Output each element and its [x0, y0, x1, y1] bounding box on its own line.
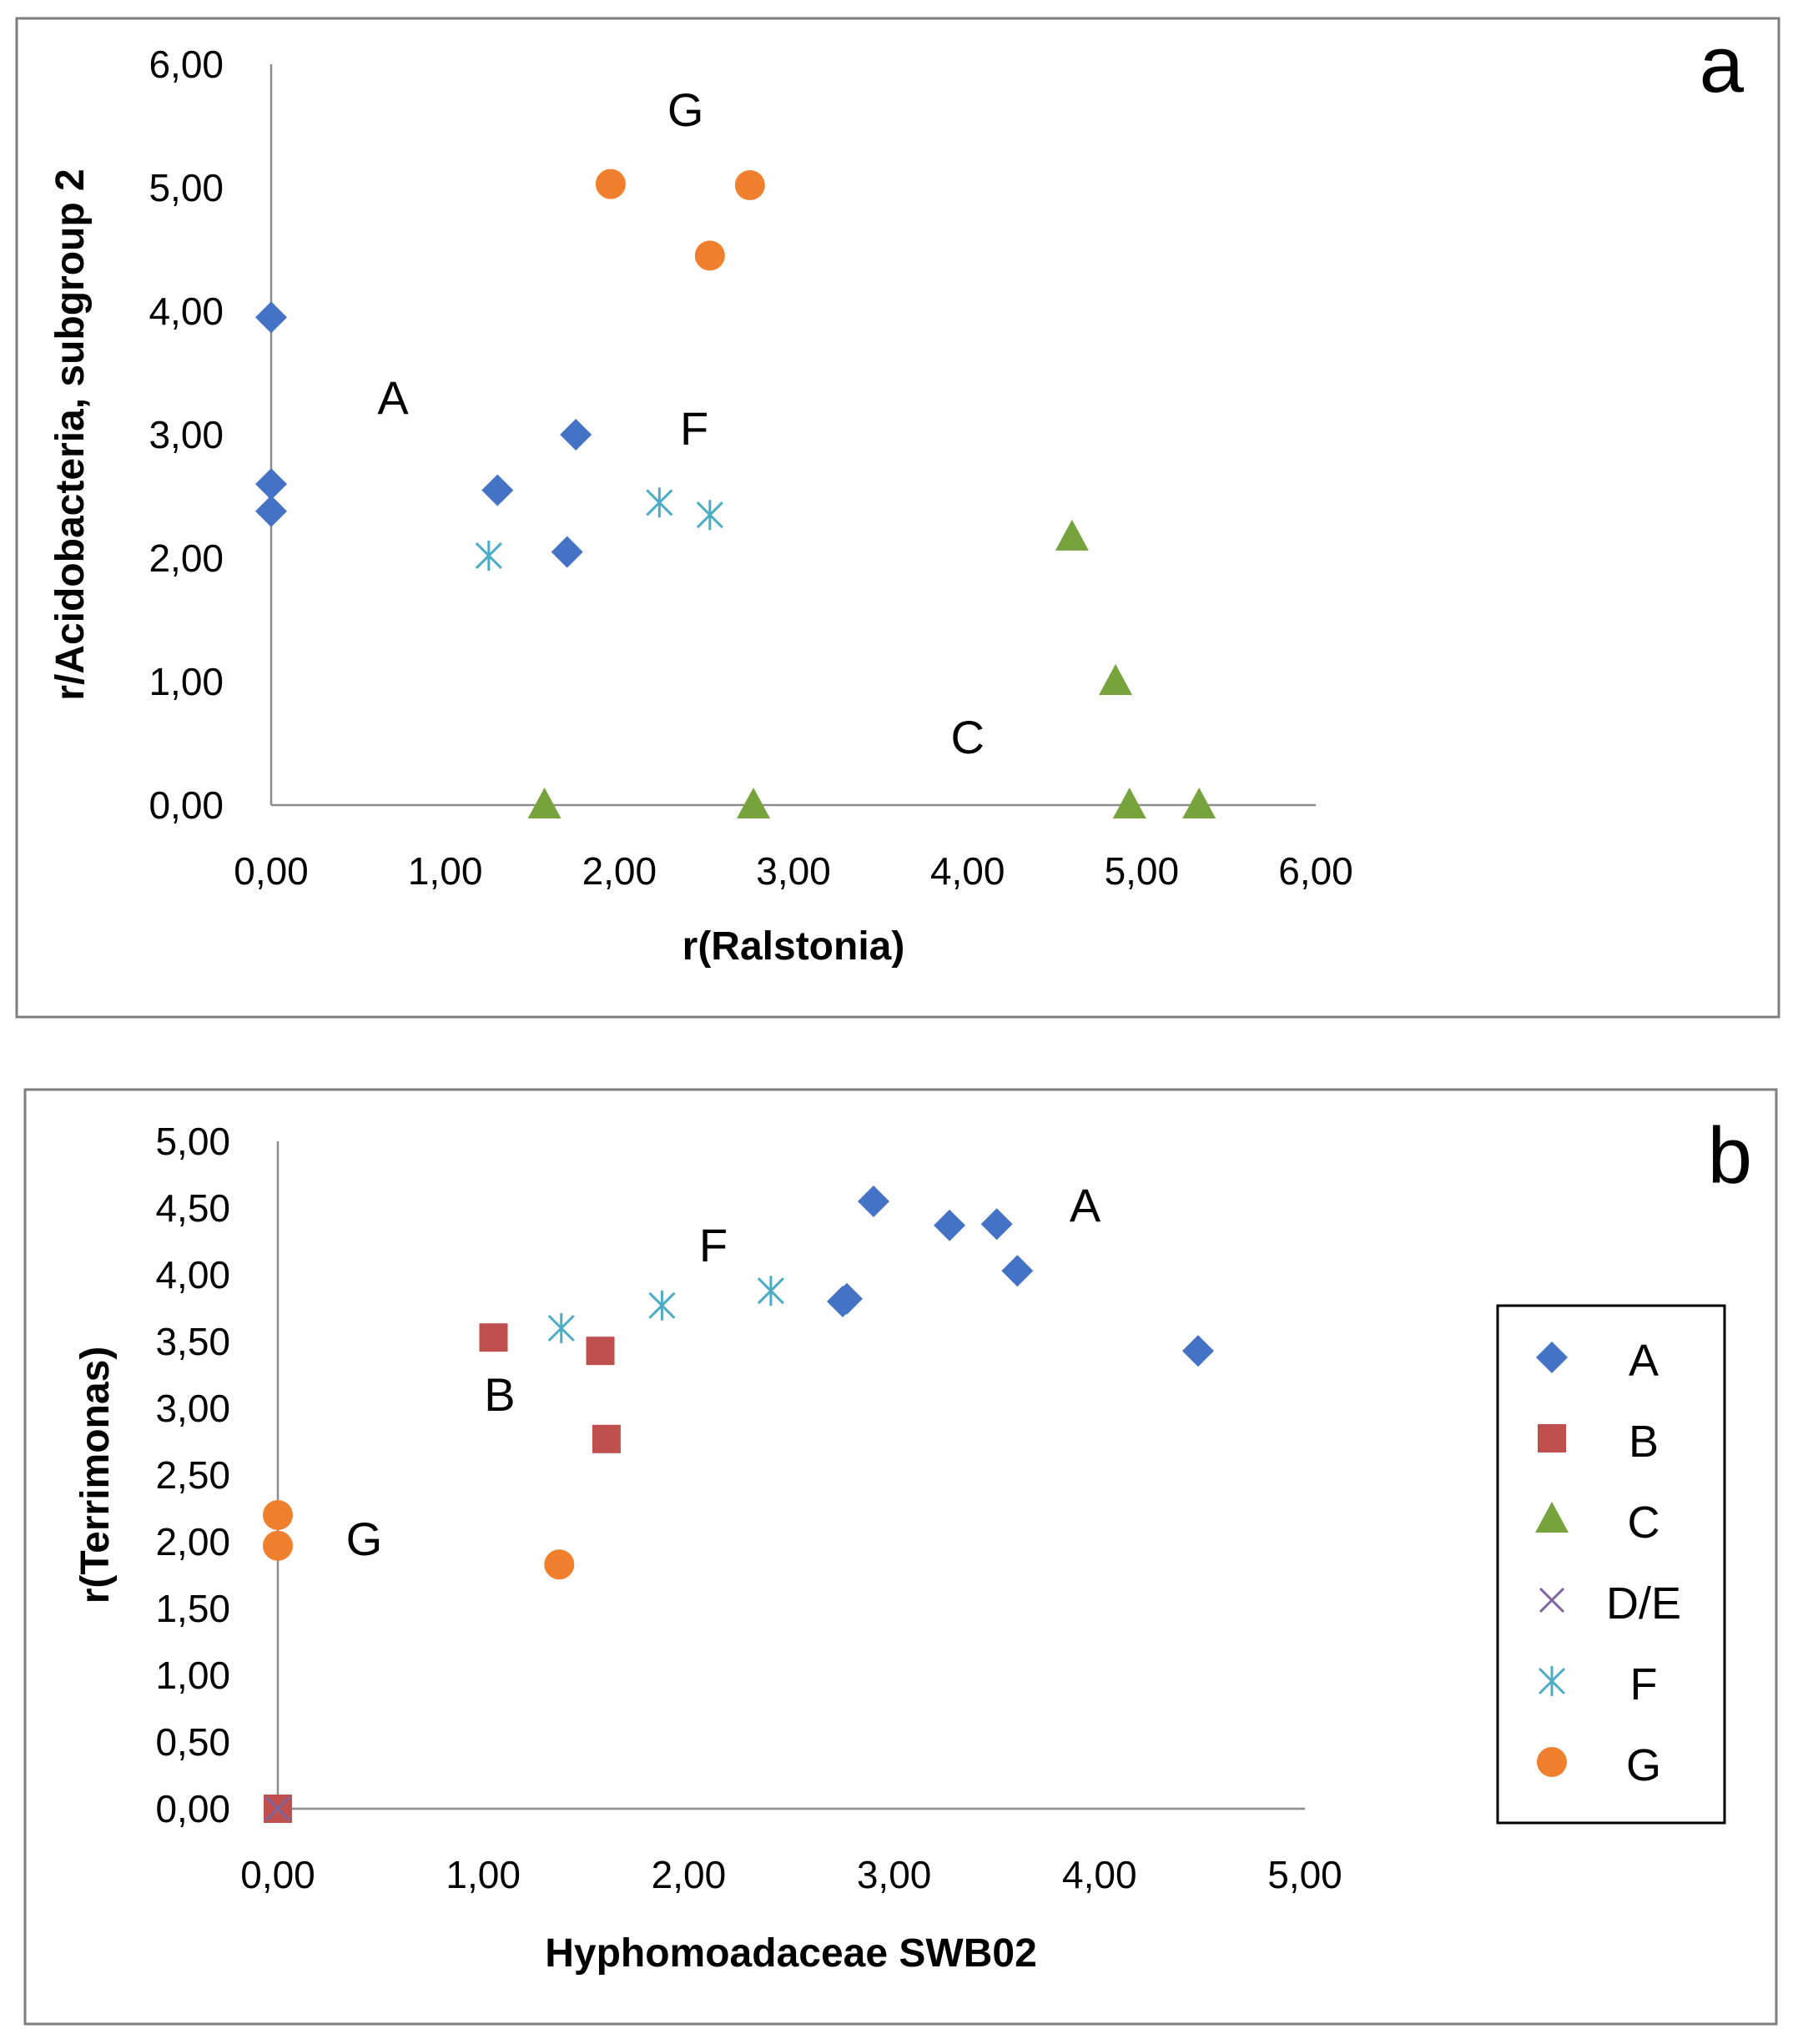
data-point-b	[479, 1323, 508, 1352]
data-point-f	[648, 1290, 676, 1321]
group-annotation: F	[699, 1219, 728, 1271]
x-tick-label: 5,00	[1267, 1853, 1342, 1896]
legend-label: G	[1626, 1740, 1661, 1790]
y-tick-label: 1,00	[155, 1654, 230, 1697]
y-tick-label: 1,00	[149, 660, 224, 703]
data-point-f	[757, 1276, 784, 1306]
data-point-b	[586, 1337, 615, 1366]
legend-marker-g	[1537, 1747, 1567, 1777]
x-axis-title: r(Ralstonia)	[682, 924, 905, 969]
data-point-c	[1182, 788, 1216, 818]
x-axis-title: Hyphomoadaceae SWB02	[545, 1931, 1037, 1976]
x-tick-label: 5,00	[1105, 849, 1180, 893]
data-point-f	[646, 487, 673, 518]
chart-a: 0,00 1,00 2,00 3,00 4,00 5,00 6,00 0,00 1,00 2,00…	[48, 20, 1745, 969]
data-point-a	[551, 536, 583, 568]
y-tick-label: 3,00	[155, 1387, 230, 1430]
legend: ABC D/E FG	[1496, 1304, 1726, 1825]
panel-a-frame	[15, 17, 1780, 1019]
x-tick-label: 4,00	[930, 849, 1005, 893]
legend-marker-a	[1536, 1342, 1568, 1373]
y-tick-label: 4,00	[155, 1253, 230, 1296]
data-point-a	[827, 1286, 859, 1317]
data-point-g	[734, 170, 765, 201]
group-annotation: G	[346, 1513, 383, 1565]
data-point-a	[1181, 1335, 1214, 1367]
group-annotation: F	[680, 402, 708, 455]
y-tick-label: 3,50	[155, 1320, 230, 1363]
x-tick-label: 2,00	[652, 1853, 727, 1896]
y-axis-title: r/Acidobacteria, subgroup 2	[48, 169, 93, 700]
data-point-g	[544, 1549, 575, 1580]
data-point-a	[255, 301, 287, 334]
data-point-c	[1055, 519, 1089, 551]
panel-label: a	[1700, 20, 1745, 109]
legend-label: A	[1629, 1336, 1659, 1386]
data-point-c	[527, 788, 562, 818]
legend-marker-d-e	[1539, 1587, 1565, 1614]
y-tick-label: 4,00	[149, 289, 224, 333]
data-point-a	[560, 419, 592, 451]
y-tick-label: 6,00	[149, 43, 224, 86]
y-tick-label: 0,00	[149, 783, 224, 827]
data-point-c	[1112, 788, 1146, 818]
panel-b-frame	[23, 1088, 1778, 2026]
group-annotation: A	[1070, 1179, 1101, 1231]
data-point-a	[934, 1209, 966, 1241]
legend-box	[1496, 1304, 1726, 1825]
group-annotation: B	[484, 1368, 515, 1421]
data-point-c	[737, 788, 771, 818]
legend-label: F	[1630, 1659, 1658, 1709]
data-point-a	[980, 1208, 1013, 1241]
data-point-a	[1001, 1255, 1034, 1287]
x-tick-label: 3,00	[756, 849, 831, 893]
x-tick-label: 6,00	[1278, 849, 1353, 893]
data-point-f	[696, 500, 723, 531]
data-point-a	[481, 474, 514, 506]
group-annotation: A	[377, 371, 409, 424]
legend-marker-b	[1538, 1424, 1566, 1452]
y-tick-label: 4,50	[155, 1186, 230, 1230]
group-annotation: G	[667, 83, 704, 136]
data-point-b	[592, 1424, 621, 1453]
x-tick-label: 4,00	[1062, 1853, 1137, 1896]
data-point-f	[547, 1313, 575, 1343]
x-tick-label: 0,00	[234, 849, 309, 893]
data-point-g	[263, 1500, 293, 1530]
data-point-g	[595, 169, 626, 199]
x-tick-label: 0,00	[240, 1853, 315, 1896]
x-tick-label: 3,00	[857, 1853, 932, 1896]
data-point-a	[255, 495, 287, 527]
legend-label: D/E	[1606, 1578, 1681, 1629]
panel-label: b	[1708, 1111, 1752, 1201]
data-point-f	[475, 541, 502, 571]
y-tick-label: 5,00	[149, 166, 224, 209]
data-point-g	[694, 240, 725, 271]
y-tick-label: 5,00	[155, 1120, 230, 1163]
legend-marker-f	[1538, 1666, 1566, 1696]
legend-label: B	[1629, 1417, 1659, 1467]
legend-label: C	[1628, 1498, 1660, 1548]
y-tick-label: 0,00	[155, 1787, 230, 1830]
y-tick-label: 2,00	[149, 536, 224, 580]
data-point-d-e	[264, 1795, 291, 1822]
y-tick-label: 3,00	[149, 413, 224, 456]
group-annotation: C	[950, 711, 984, 763]
y-tick-label: 0,50	[155, 1720, 230, 1764]
data-point-a	[857, 1186, 889, 1217]
data-point-c	[1099, 664, 1133, 695]
y-tick-label: 2,50	[155, 1453, 230, 1497]
x-tick-label: 1,00	[446, 1853, 521, 1896]
x-tick-label: 2,00	[582, 849, 657, 893]
y-tick-label: 1,50	[155, 1587, 230, 1630]
y-axis-title: r(Terrimonas)	[73, 1347, 118, 1604]
chart-b: 0,00 0,50 1,00 1,50 2,00 2,50 3,00 3,50 4,00 4,50…	[73, 1111, 1752, 1976]
data-point-a	[255, 468, 287, 501]
legend-marker-c	[1535, 1502, 1569, 1533]
y-tick-label: 2,00	[155, 1520, 230, 1563]
data-point-g	[263, 1530, 293, 1561]
x-tick-label: 1,00	[408, 849, 483, 893]
